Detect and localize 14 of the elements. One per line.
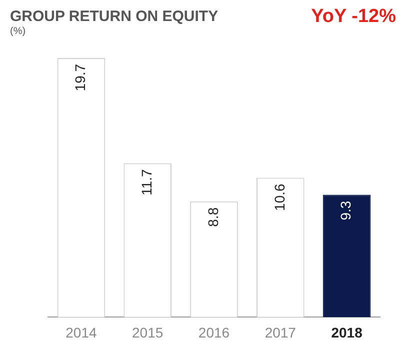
x-tick-label: 2015: [132, 324, 164, 340]
data-label: 10.6: [271, 183, 288, 211]
data-label: 11.7: [138, 169, 154, 196]
x-tick-label: 2017: [264, 324, 296, 340]
data-label: 9.3: [338, 200, 354, 220]
x-tick-label: 2014: [66, 324, 97, 340]
bar: [322, 194, 371, 318]
chart-subtitle: (%): [10, 26, 26, 37]
x-tick-label: 2016: [198, 324, 230, 340]
data-label: 19.7: [72, 64, 88, 92]
x-tick-label: 2018: [331, 324, 363, 340]
chart-title: GROUP RETURN ON EQUITY: [10, 8, 218, 25]
text: YoY -12%: [311, 6, 396, 28]
data-label: 8.8: [204, 207, 221, 227]
